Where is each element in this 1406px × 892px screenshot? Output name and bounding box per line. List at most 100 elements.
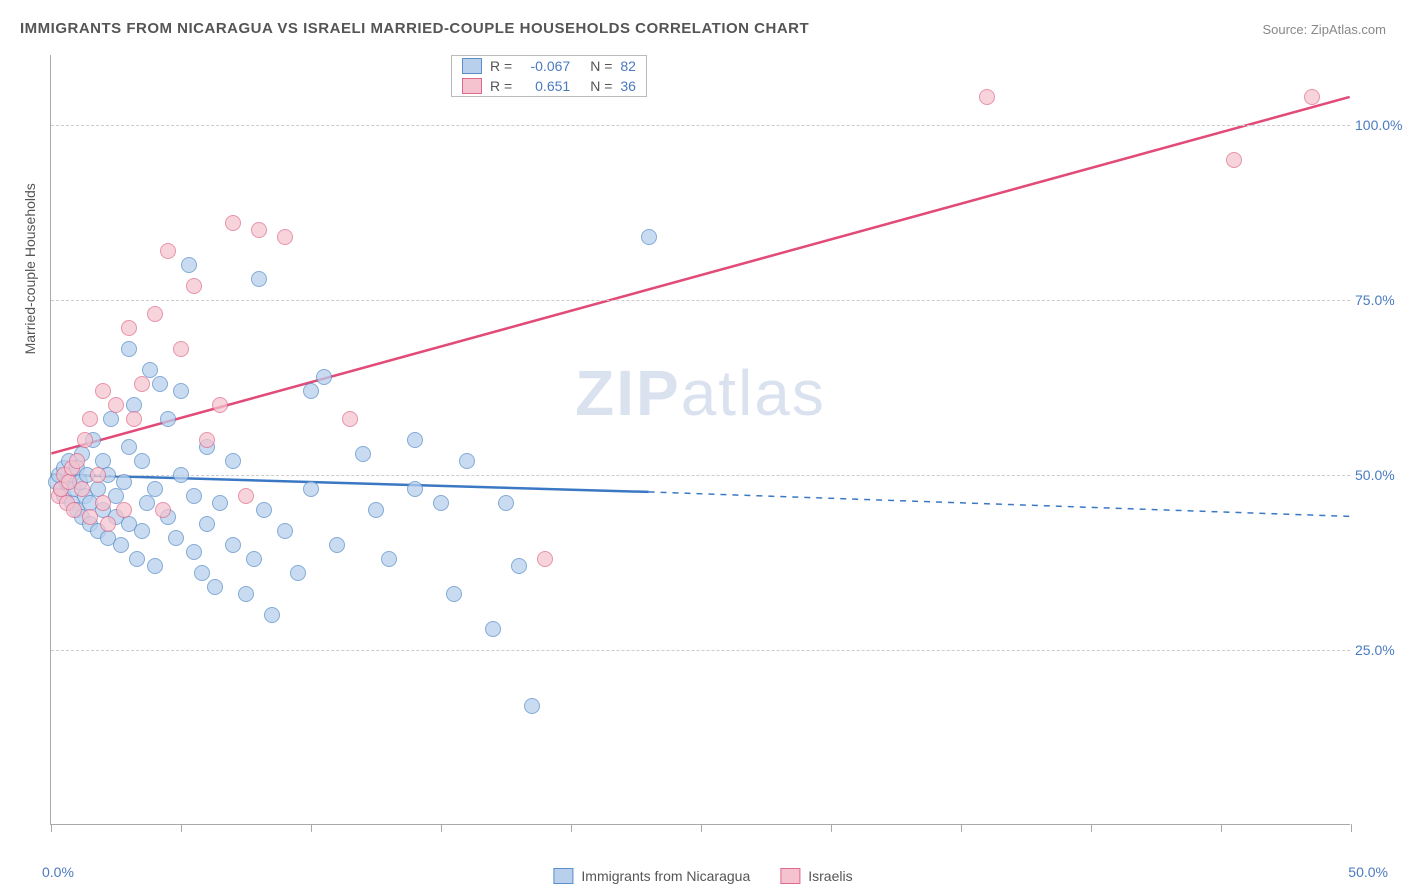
scatter-point-israelis: [225, 215, 241, 231]
scatter-point-israelis: [160, 243, 176, 259]
scatter-point-nicaragua: [303, 481, 319, 497]
chart-title: IMMIGRANTS FROM NICARAGUA VS ISRAELI MAR…: [20, 20, 809, 37]
scatter-point-nicaragua: [194, 565, 210, 581]
legend-swatch: [780, 868, 800, 884]
plot-area: ZIPatlas R =-0.067N =82R =0.651N =36 25.…: [50, 55, 1350, 825]
series-legend: Immigrants from Nicaragua Israelis: [553, 868, 852, 884]
scatter-point-nicaragua: [134, 453, 150, 469]
scatter-point-israelis: [116, 502, 132, 518]
scatter-point-nicaragua: [225, 453, 241, 469]
scatter-point-nicaragua: [168, 530, 184, 546]
scatter-point-israelis: [126, 411, 142, 427]
scatter-point-nicaragua: [641, 229, 657, 245]
x-tick-label: 0.0%: [42, 864, 74, 880]
scatter-point-nicaragua: [368, 502, 384, 518]
scatter-point-israelis: [100, 516, 116, 532]
scatter-point-nicaragua: [511, 558, 527, 574]
trend-line-israelis: [51, 97, 1349, 454]
scatter-point-israelis: [342, 411, 358, 427]
scatter-point-nicaragua: [264, 607, 280, 623]
r-value: -0.067: [520, 58, 570, 74]
scatter-point-israelis: [173, 341, 189, 357]
gridline: [51, 475, 1350, 476]
x-tick: [701, 824, 702, 832]
scatter-point-israelis: [238, 488, 254, 504]
scatter-point-nicaragua: [316, 369, 332, 385]
trend-line-nicaragua: [51, 474, 648, 491]
scatter-point-israelis: [95, 495, 111, 511]
scatter-point-nicaragua: [407, 432, 423, 448]
stats-legend: R =-0.067N =82R =0.651N =36: [451, 55, 647, 97]
scatter-point-nicaragua: [446, 586, 462, 602]
source-name: ZipAtlas.com: [1311, 22, 1386, 37]
gridline: [51, 650, 1350, 651]
scatter-point-israelis: [82, 411, 98, 427]
scatter-point-israelis: [90, 467, 106, 483]
scatter-point-nicaragua: [524, 698, 540, 714]
gridline: [51, 125, 1350, 126]
scatter-point-israelis: [77, 432, 93, 448]
legend-item-nicaragua: Immigrants from Nicaragua: [553, 868, 750, 884]
scatter-point-nicaragua: [113, 537, 129, 553]
x-tick: [51, 824, 52, 832]
scatter-point-israelis: [979, 89, 995, 105]
scatter-point-israelis: [1304, 89, 1320, 105]
scatter-point-nicaragua: [433, 495, 449, 511]
scatter-point-israelis: [66, 502, 82, 518]
scatter-point-nicaragua: [121, 439, 137, 455]
legend-item-israelis: Israelis: [780, 868, 852, 884]
scatter-point-nicaragua: [207, 579, 223, 595]
scatter-point-nicaragua: [139, 495, 155, 511]
scatter-point-nicaragua: [121, 341, 137, 357]
scatter-point-nicaragua: [152, 376, 168, 392]
scatter-point-nicaragua: [199, 516, 215, 532]
scatter-point-nicaragua: [147, 558, 163, 574]
scatter-point-nicaragua: [355, 446, 371, 462]
scatter-point-nicaragua: [173, 467, 189, 483]
scatter-point-nicaragua: [129, 551, 145, 567]
scatter-point-nicaragua: [103, 411, 119, 427]
legend-swatch: [553, 868, 573, 884]
x-tick: [1221, 824, 1222, 832]
scatter-point-israelis: [537, 551, 553, 567]
scatter-point-israelis: [212, 397, 228, 413]
scatter-point-nicaragua: [329, 537, 345, 553]
r-label: R =: [490, 58, 512, 74]
trend-line-dashed-nicaragua: [649, 492, 1350, 516]
n-label: N =: [590, 58, 612, 74]
scatter-point-nicaragua: [256, 502, 272, 518]
scatter-point-nicaragua: [407, 481, 423, 497]
scatter-point-israelis: [199, 432, 215, 448]
gridline: [51, 300, 1350, 301]
x-tick: [571, 824, 572, 832]
scatter-point-nicaragua: [381, 551, 397, 567]
r-label: R =: [490, 78, 512, 94]
source-label: Source:: [1262, 22, 1310, 37]
x-tick: [961, 824, 962, 832]
y-axis-label: Married-couple Households: [22, 183, 38, 354]
scatter-point-israelis: [82, 509, 98, 525]
r-value: 0.651: [520, 78, 570, 94]
scatter-point-nicaragua: [459, 453, 475, 469]
scatter-point-nicaragua: [238, 586, 254, 602]
scatter-point-nicaragua: [147, 481, 163, 497]
legend-swatch: [462, 58, 482, 74]
x-tick: [1351, 824, 1352, 832]
source-attribution: Source: ZipAtlas.com: [1262, 22, 1386, 37]
scatter-point-israelis: [186, 278, 202, 294]
scatter-point-nicaragua: [246, 551, 262, 567]
scatter-point-nicaragua: [116, 474, 132, 490]
scatter-point-nicaragua: [290, 565, 306, 581]
scatter-point-israelis: [1226, 152, 1242, 168]
scatter-point-israelis: [155, 502, 171, 518]
x-tick: [1091, 824, 1092, 832]
x-tick-label: 50.0%: [1348, 864, 1388, 880]
scatter-point-israelis: [69, 453, 85, 469]
scatter-point-nicaragua: [225, 537, 241, 553]
x-tick: [441, 824, 442, 832]
x-tick: [831, 824, 832, 832]
stats-row-nicaragua: R =-0.067N =82: [452, 56, 646, 76]
y-tick-label: 50.0%: [1355, 467, 1406, 483]
scatter-point-nicaragua: [485, 621, 501, 637]
n-label: N =: [590, 78, 612, 94]
